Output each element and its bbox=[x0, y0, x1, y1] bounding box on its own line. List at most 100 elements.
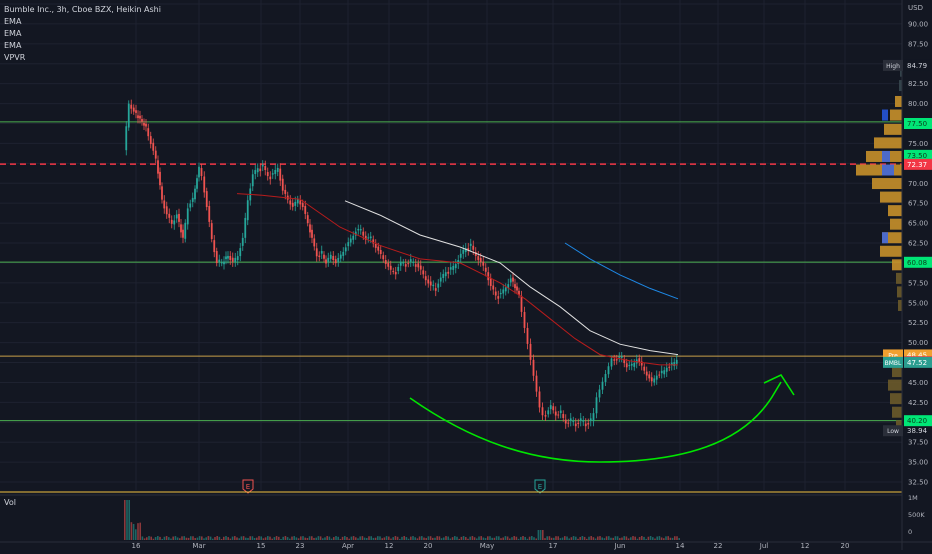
candle-body bbox=[610, 358, 613, 367]
volume-bar bbox=[407, 538, 410, 540]
candle-body bbox=[454, 264, 457, 269]
volume-bar bbox=[467, 538, 469, 540]
candle-body bbox=[437, 283, 440, 288]
vpvr-bar bbox=[880, 245, 902, 257]
volume-bar bbox=[148, 536, 150, 540]
candle-body bbox=[653, 378, 656, 383]
candle-body bbox=[301, 203, 304, 208]
candles-layer bbox=[125, 99, 678, 432]
volume-bar bbox=[174, 536, 177, 540]
volume-bar bbox=[605, 536, 608, 540]
candle-body bbox=[266, 172, 269, 177]
candle-body bbox=[620, 356, 623, 358]
volume-bar bbox=[126, 500, 128, 540]
volume-bar bbox=[579, 536, 581, 540]
candle-body bbox=[165, 206, 168, 215]
volume-bar bbox=[471, 536, 474, 540]
grid-layer bbox=[0, 0, 902, 490]
candle-body bbox=[457, 260, 460, 264]
price-label-value: 40.20 bbox=[907, 417, 927, 425]
candle-body bbox=[329, 254, 332, 259]
candle-body bbox=[397, 266, 400, 271]
volume-bar bbox=[528, 536, 531, 540]
volume-bar bbox=[636, 538, 639, 540]
volume-bar bbox=[506, 536, 509, 540]
candle-body bbox=[281, 178, 284, 191]
candle-body bbox=[549, 405, 552, 410]
volume-bar bbox=[337, 536, 339, 540]
candle-body bbox=[424, 276, 427, 281]
candle-body bbox=[309, 224, 311, 233]
volume-bar bbox=[209, 536, 212, 540]
volume-bar bbox=[388, 536, 390, 540]
time-tick-label: 14 bbox=[676, 542, 685, 550]
candle-body bbox=[564, 419, 567, 424]
vpvr-bar bbox=[884, 123, 902, 135]
volume-bar bbox=[627, 538, 630, 540]
earnings-marker-shape bbox=[242, 479, 254, 494]
volume-bar bbox=[509, 538, 511, 540]
volume-bar bbox=[436, 536, 438, 540]
legend-indicator-ema-3[interactable]: EMA bbox=[4, 41, 22, 50]
low-label: Low 38.94 bbox=[883, 425, 932, 437]
legend-indicator-ema-1[interactable]: EMA bbox=[4, 17, 22, 26]
volume-bar bbox=[262, 538, 265, 540]
vpvr-bar bbox=[892, 406, 902, 418]
volume-bar bbox=[181, 536, 183, 540]
candle-body bbox=[499, 292, 502, 295]
candle-body bbox=[130, 104, 133, 109]
currency-label: USD bbox=[908, 4, 923, 12]
volume-bar bbox=[223, 536, 225, 540]
candle-body bbox=[489, 278, 492, 287]
volume-bar bbox=[194, 538, 196, 540]
candle-body bbox=[313, 238, 316, 247]
volume-bar bbox=[553, 537, 555, 540]
volume-bar bbox=[311, 536, 313, 540]
candle-body bbox=[504, 287, 507, 292]
candle-body bbox=[279, 168, 282, 181]
volume-bar bbox=[212, 538, 214, 540]
volume-bar bbox=[594, 538, 597, 540]
earnings-marker: E bbox=[534, 479, 546, 494]
volume-bar bbox=[383, 537, 386, 540]
chart-legend: Bumble Inc., 3h, Cboe BZX, Heikin Ashi E… bbox=[4, 4, 161, 64]
candle-body bbox=[256, 168, 259, 173]
volume-bar bbox=[344, 536, 346, 540]
candle-body bbox=[569, 418, 572, 421]
vpvr-bar-value bbox=[882, 150, 890, 162]
candle-body bbox=[311, 229, 313, 238]
candle-body bbox=[180, 224, 182, 233]
high-label-value-box bbox=[904, 59, 932, 71]
volume-bar bbox=[434, 537, 436, 540]
volume-bar bbox=[614, 536, 617, 540]
candle-body bbox=[447, 271, 450, 274]
time-tick-label: 17 bbox=[549, 542, 558, 550]
volume-bar bbox=[143, 538, 146, 540]
volume-bar bbox=[513, 536, 515, 540]
candle-body bbox=[274, 169, 277, 174]
candle-body bbox=[296, 199, 299, 204]
volume-bar bbox=[660, 537, 663, 540]
volume-bar bbox=[533, 537, 535, 540]
volume-bar bbox=[572, 536, 575, 540]
candle-body bbox=[374, 243, 377, 248]
volume-bar bbox=[476, 538, 478, 540]
volume-bar bbox=[190, 536, 192, 540]
volume-bar bbox=[315, 537, 317, 540]
volume-bar bbox=[500, 538, 502, 540]
volume-bar bbox=[443, 537, 445, 540]
legend-indicator-vpvr[interactable]: VPVR bbox=[4, 53, 26, 62]
volume-bar bbox=[608, 536, 610, 540]
candle-body bbox=[364, 235, 367, 240]
volume-bar bbox=[275, 536, 278, 540]
candle-body bbox=[520, 295, 523, 312]
legend-indicator-ema-2[interactable]: EMA bbox=[4, 29, 22, 38]
ema-white-line bbox=[344, 200, 679, 356]
vpvr-bar bbox=[874, 137, 902, 149]
volume-bar bbox=[539, 530, 542, 540]
candle-body bbox=[231, 257, 234, 262]
volume-bar bbox=[454, 536, 456, 540]
volume-bar bbox=[645, 538, 647, 540]
volume-bar bbox=[447, 536, 449, 540]
